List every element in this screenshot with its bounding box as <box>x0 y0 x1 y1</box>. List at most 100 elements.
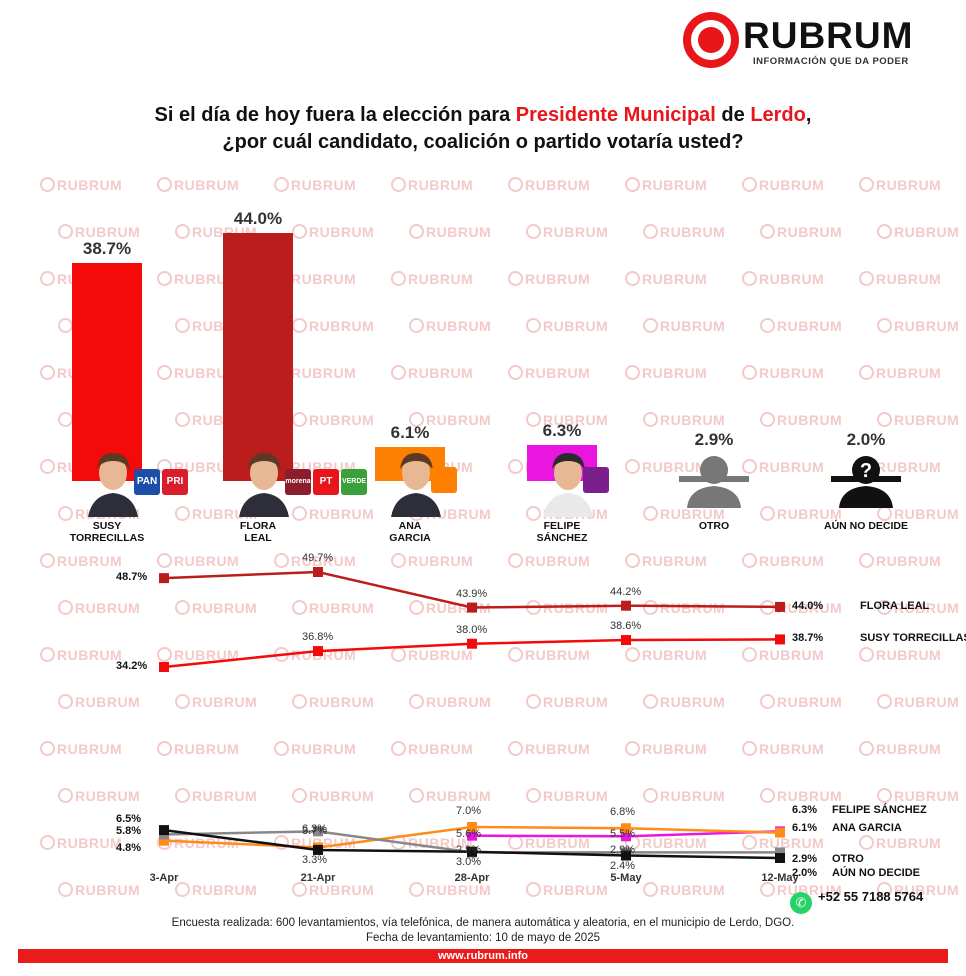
series-name: FELIPE SÁNCHEZ <box>832 804 927 817</box>
candidate-name: ANA GARCIA <box>389 520 431 544</box>
point-label: 44.0% <box>792 599 824 612</box>
series-name: AÚN NO DECIDE <box>832 867 921 879</box>
series-point <box>775 601 785 612</box>
series-point <box>467 638 477 649</box>
bar-0 <box>72 262 142 481</box>
point-label: 5.8% <box>116 825 142 838</box>
series-point <box>159 825 169 836</box>
party-logo-morena: morena <box>285 469 311 495</box>
series-point <box>159 835 169 846</box>
series-name: OTRO <box>832 853 864 866</box>
point-label: 2.4% <box>610 859 636 872</box>
party-logo-pt: PT <box>313 469 339 495</box>
point-label: 4.8% <box>116 841 142 854</box>
party-logo-pri: PRI <box>162 469 188 495</box>
contact-phone: ✆ +52 55 7188 5764 <box>790 889 923 914</box>
series-point <box>621 850 631 861</box>
x-axis-tick: 5-May <box>610 872 642 884</box>
title-highlight-office: Presidente Municipal <box>515 104 716 126</box>
candidate-name: SUSY TORRECILLAS <box>69 520 145 544</box>
point-label: 2.9% <box>792 853 818 866</box>
series-point <box>159 573 169 584</box>
series-point <box>467 602 477 613</box>
svg-text:?: ? <box>860 460 872 482</box>
rubrum-logo: RUBRUM INFORMACIÓN QUE DA PODER <box>683 12 943 70</box>
point-label: 38.7% <box>792 632 824 645</box>
series-point <box>467 846 477 857</box>
party-logo-verde: VERDE <box>341 469 367 495</box>
point-label: 6.8% <box>610 806 636 819</box>
series-point <box>313 567 323 577</box>
party-logo <box>431 467 457 493</box>
x-axis-tick: 3-Apr <box>149 872 179 884</box>
x-axis-tick: 21-Apr <box>300 872 336 884</box>
series-point <box>467 830 477 841</box>
series-point <box>775 847 785 858</box>
series-point <box>313 826 323 837</box>
bar-value-label: 2.0% <box>846 430 886 449</box>
candidate-photo <box>235 447 293 517</box>
point-label: 3.3% <box>302 853 328 866</box>
point-label: 38.6% <box>610 620 642 633</box>
point-label: 2.0% <box>792 867 818 879</box>
series-point <box>621 635 631 646</box>
point-label: 48.7% <box>116 571 148 584</box>
series-name: SUSY TORRECILLAS <box>860 632 966 645</box>
series-point <box>775 827 785 838</box>
title-text-1: Si el día de hoy fuera la elección para <box>154 104 516 126</box>
bar-value-label: 38.7% <box>82 238 132 258</box>
point-label: 6.1% <box>792 821 818 834</box>
brand-name: RUBRUM <box>743 15 914 56</box>
point-label: 36.8% <box>302 631 334 644</box>
bottom-bar <box>18 949 948 963</box>
series-point <box>621 831 631 842</box>
title-text-3: , <box>805 104 812 126</box>
point-label: 6.5% <box>116 813 142 826</box>
series-point <box>775 634 785 645</box>
candidate-name: FELIPE SÁNCHEZ <box>536 520 588 544</box>
question-silhouette-icon: ? <box>831 456 901 508</box>
candidate-name: AÚN NO DECIDE <box>823 520 908 532</box>
footer-line-2: Fecha de levantamiento: 10 de mayo de 20… <box>366 932 600 944</box>
point-label: 2.9% <box>610 844 636 857</box>
series-point <box>775 853 785 863</box>
point-label: 2.9% <box>456 844 482 857</box>
website-link[interactable]: www.rubrum.info <box>437 950 529 962</box>
x-axis-tick: 12-May <box>761 872 799 884</box>
series-name: ANA GARCIA <box>832 821 902 834</box>
series-point <box>159 662 169 672</box>
series-point <box>467 822 477 832</box>
page-title: Si el día de hoy fuera la elección para … <box>40 102 926 156</box>
party-logo-pan: PAN <box>134 469 160 495</box>
brand-tagline: INFORMACIÓN QUE DA PODER <box>753 56 909 67</box>
bar-value-label: 6.1% <box>390 422 430 442</box>
candidate-photo <box>84 447 142 517</box>
point-label: 5.5% <box>610 828 636 841</box>
series-point <box>313 844 323 855</box>
candidate-photo <box>539 447 597 517</box>
point-label: 49.7% <box>302 552 334 564</box>
x-axis-tick: 28-Apr <box>454 872 490 884</box>
bar-value-label: 2.9% <box>694 430 734 449</box>
footer-line-1: Encuesta realizada: 600 levantamientos, … <box>171 917 795 929</box>
point-label: 38.0% <box>456 623 488 636</box>
bar-1 <box>223 233 293 481</box>
candidate-name: FLORA LEAL <box>239 520 277 544</box>
title-line-2: ¿por cuál candidato, coalición o partido… <box>222 131 744 153</box>
footer-note: Encuesta realizada: 600 levantamientos, … <box>0 916 966 946</box>
candidate-name: OTRO <box>698 520 730 532</box>
point-label: 44.2% <box>610 585 642 598</box>
title-text-2: de <box>715 104 751 126</box>
series-point <box>621 823 631 834</box>
bar-value-label: 44.0% <box>233 209 283 228</box>
series-point <box>621 600 631 611</box>
point-label: 7.0% <box>456 805 482 817</box>
point-label: 3.7% <box>302 825 328 838</box>
point-label: 34.2% <box>116 660 148 672</box>
whatsapp-icon: ✆ <box>790 892 812 914</box>
party-logo <box>583 467 609 493</box>
series-point <box>313 646 323 657</box>
point-label: 5.6% <box>456 827 482 840</box>
point-label: 6.3% <box>302 823 328 836</box>
